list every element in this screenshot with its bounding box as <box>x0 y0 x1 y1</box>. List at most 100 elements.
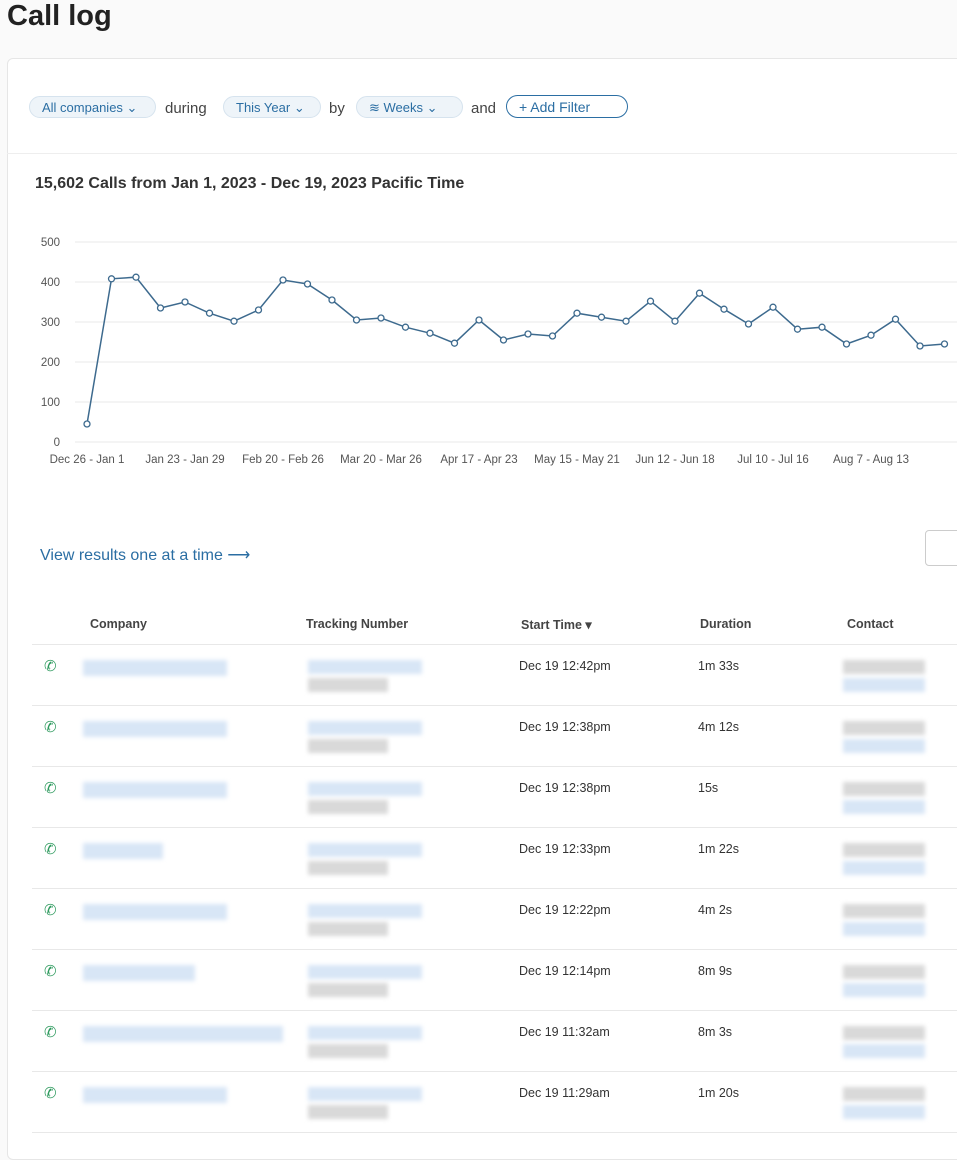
start-time: Dec 19 11:32am <box>519 1025 610 1039</box>
start-time: Dec 19 12:38pm <box>519 781 611 795</box>
column-header: Duration <box>700 617 752 631</box>
data-point <box>916 342 924 350</box>
chart: 0 100 200 300 400 500 Dec 26 - Jan 1 Jan 23 - J… <box>41 237 957 466</box>
data-point <box>279 276 287 284</box>
redacted-company <box>83 965 195 981</box>
y-tick-label: 300 <box>41 317 60 329</box>
column-header[interactable]: Start Time ▾ <box>521 618 592 632</box>
x-tick-label: Mar 20 - Mar 26 <box>340 454 422 466</box>
x-tick-label: Jan 23 - Jan 29 <box>145 454 224 466</box>
row-divider <box>32 705 957 706</box>
start-time: Dec 19 12:33pm <box>519 842 611 856</box>
link-text: View results one at a time <box>40 547 223 564</box>
add-filter-button[interactable]: + Add Filter <box>506 95 628 118</box>
call-icon: ✆ <box>44 841 57 858</box>
x-tick-label: Feb 20 - Feb 26 <box>242 454 324 466</box>
data-point <box>573 309 581 317</box>
y-tick-label: 100 <box>41 397 60 409</box>
data-point <box>940 340 949 348</box>
filter-text: This Year <box>236 100 291 115</box>
column-header: Company <box>90 617 147 631</box>
data-point <box>205 309 214 317</box>
call-icon: ✆ <box>44 719 57 736</box>
redacted-contact <box>843 1105 925 1119</box>
data-point <box>475 316 483 324</box>
redacted-company <box>83 1087 227 1103</box>
redacted-number <box>308 965 422 979</box>
data-point <box>230 317 238 325</box>
redacted-contact <box>843 922 925 936</box>
redacted-number <box>308 843 422 857</box>
duration: 1m 22s <box>698 842 739 856</box>
redacted-company <box>83 904 227 920</box>
row-divider <box>32 1132 957 1133</box>
data-point <box>377 314 385 322</box>
column-header: Contact <box>847 617 894 631</box>
data-point <box>671 317 679 325</box>
sort-icon: ▾ <box>581 618 592 632</box>
search-box[interactable] <box>925 530 957 566</box>
view-results-link[interactable]: View results one at a time ⟶ <box>40 547 251 564</box>
y-tick-label: 0 <box>54 437 60 449</box>
data-point <box>499 336 508 344</box>
filter-word: by <box>329 100 345 117</box>
row-divider <box>32 949 957 950</box>
button-text: Add Filter <box>530 99 591 115</box>
y-tick-label: 400 <box>41 277 60 289</box>
data-point <box>181 298 189 306</box>
call-icon: ✆ <box>44 1085 57 1102</box>
row-divider <box>32 888 957 889</box>
data-point <box>646 297 655 305</box>
redacted-number <box>308 1105 388 1119</box>
row-divider <box>32 644 957 645</box>
call-icon: ✆ <box>44 1024 57 1041</box>
column-header: Tracking Number <box>306 617 409 631</box>
interval-filter[interactable]: ≋ Weeks ⌄ <box>356 96 463 118</box>
redacted-number <box>308 678 388 692</box>
call-icon: ✆ <box>44 658 57 675</box>
redacted-number <box>308 1026 422 1040</box>
data-point <box>793 325 802 333</box>
data-line <box>86 276 945 425</box>
chart-title: 15,602 Calls from Jan 1, 2023 - Dec 19, … <box>35 175 465 192</box>
redacted-contact <box>843 800 925 814</box>
data-point <box>597 313 606 321</box>
card <box>7 58 957 1160</box>
redacted-contact <box>843 660 925 674</box>
filter-word: during <box>165 100 207 117</box>
row-divider <box>32 1071 957 1072</box>
call-icon: ✆ <box>44 963 57 980</box>
x-tick-label: Dec 26 - Jan 1 <box>50 454 125 466</box>
call-icon: ✆ <box>44 902 57 919</box>
data-point <box>548 332 557 340</box>
redacted-number <box>308 721 422 735</box>
redacted-number <box>308 922 388 936</box>
data-point <box>818 323 826 331</box>
duration: 4m 12s <box>698 720 739 734</box>
duration: 8m 9s <box>698 964 733 978</box>
data-point <box>867 331 875 339</box>
filter-text: Weeks <box>383 100 424 115</box>
data-point <box>842 340 851 348</box>
start-time: Dec 19 12:22pm <box>519 903 611 917</box>
redacted-company <box>83 782 227 798</box>
duration: 1m 33s <box>698 659 739 673</box>
data-point <box>156 304 165 312</box>
data-point <box>695 289 704 297</box>
redacted-number <box>308 1087 422 1101</box>
row-divider <box>32 766 957 767</box>
redacted-contact <box>843 983 925 997</box>
start-time: Dec 19 11:29am <box>519 1086 610 1100</box>
redacted-number <box>308 1044 388 1058</box>
row-divider <box>32 1010 957 1011</box>
duration: 15s <box>698 781 719 795</box>
redacted-contact <box>843 739 925 753</box>
company-filter[interactable]: All companies ⌄ <box>29 96 156 118</box>
y-tick-label: 200 <box>41 357 60 369</box>
period-filter[interactable]: This Year ⌄ <box>223 96 321 118</box>
data-point <box>254 306 263 314</box>
call-icon: ✆ <box>44 780 57 797</box>
data-point <box>891 315 900 323</box>
redacted-contact <box>843 1087 925 1101</box>
data-point <box>303 280 312 288</box>
